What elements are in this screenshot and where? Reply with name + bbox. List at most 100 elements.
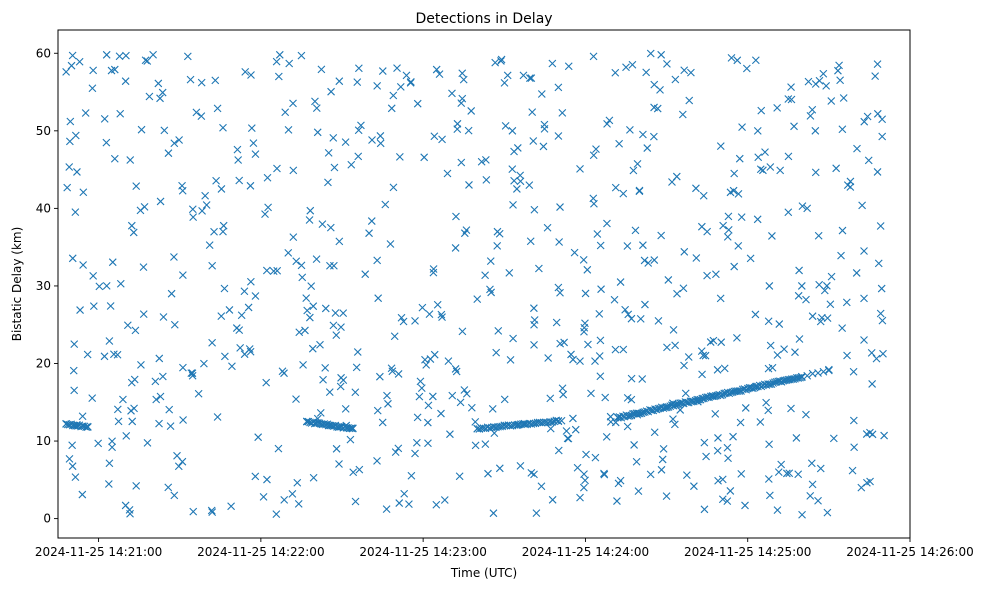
detection-point xyxy=(318,220,327,228)
detection-point xyxy=(137,361,145,369)
detection-point xyxy=(462,389,471,398)
detection-point xyxy=(402,71,411,80)
detection-point xyxy=(197,112,206,120)
detection-point xyxy=(189,507,198,516)
detection-point xyxy=(121,501,130,510)
detection-point xyxy=(139,263,148,271)
detection-point xyxy=(650,256,659,264)
detection-point xyxy=(68,254,77,263)
detection-point xyxy=(143,438,152,447)
detection-point xyxy=(212,176,220,185)
detection-point xyxy=(567,350,575,359)
detection-point xyxy=(832,164,841,173)
detection-point xyxy=(289,166,298,175)
detection-point xyxy=(878,316,887,325)
detection-point xyxy=(516,461,525,470)
detection-point xyxy=(105,337,114,345)
detection-point xyxy=(335,460,343,468)
detection-point xyxy=(714,434,722,442)
detection-point xyxy=(500,78,509,87)
detection-point xyxy=(170,320,179,329)
detection-point xyxy=(428,392,437,401)
detection-point xyxy=(802,410,810,419)
detection-point xyxy=(699,351,708,360)
detection-point xyxy=(513,144,522,152)
detection-point xyxy=(227,502,235,511)
detection-point xyxy=(768,363,777,372)
detection-point xyxy=(494,326,503,335)
detection-point xyxy=(580,470,588,479)
detection-point xyxy=(309,473,318,482)
detection-point xyxy=(301,326,309,335)
detection-point xyxy=(727,54,736,62)
detection-point xyxy=(115,52,124,61)
detection-point xyxy=(700,438,709,447)
detection-point xyxy=(68,51,77,60)
detection-point xyxy=(132,182,141,191)
y-tick-label: 40 xyxy=(36,201,51,215)
detection-point xyxy=(95,282,104,291)
detection-point xyxy=(285,59,294,68)
detection-point xyxy=(724,212,733,221)
detection-point xyxy=(595,309,604,318)
y-axis-label: Bistatic Delay (km) xyxy=(10,227,24,342)
detection-point xyxy=(784,208,793,217)
detection-point xyxy=(560,338,569,347)
detection-point xyxy=(154,79,163,88)
detection-point xyxy=(173,451,181,460)
detection-point xyxy=(405,500,413,509)
detection-point xyxy=(596,372,605,381)
detection-point xyxy=(281,108,290,117)
detection-point xyxy=(329,134,338,142)
detection-point xyxy=(327,87,335,96)
detection-point xyxy=(822,81,831,90)
detection-point xyxy=(795,266,803,275)
detection-point xyxy=(331,309,340,317)
detection-point xyxy=(702,452,710,461)
track-point xyxy=(82,423,90,431)
detection-point xyxy=(240,350,249,359)
track-point xyxy=(496,422,505,431)
detection-point xyxy=(650,103,658,112)
detection-point xyxy=(671,75,680,84)
track-point xyxy=(733,387,742,395)
detection-point xyxy=(261,210,269,219)
detection-point xyxy=(251,292,260,300)
detection-point xyxy=(776,166,785,175)
detection-point xyxy=(509,200,517,209)
detection-point xyxy=(440,496,449,504)
detection-point xyxy=(128,417,137,426)
detection-point xyxy=(680,247,689,256)
detection-point xyxy=(433,300,442,309)
detection-point xyxy=(151,377,160,386)
detection-point xyxy=(376,139,385,148)
detection-point xyxy=(678,110,687,119)
detection-point xyxy=(820,286,829,295)
detection-point xyxy=(759,166,767,175)
track-point xyxy=(320,420,329,428)
detection-point xyxy=(272,57,281,66)
detection-point xyxy=(453,119,462,128)
detection-point xyxy=(122,431,131,440)
detection-point xyxy=(367,217,376,225)
detection-point xyxy=(89,271,98,280)
detection-point xyxy=(872,354,881,363)
detection-point xyxy=(435,70,444,79)
detection-point xyxy=(109,350,118,359)
detection-point xyxy=(137,125,146,134)
detection-point xyxy=(589,52,598,61)
detection-point xyxy=(110,154,119,163)
detection-point xyxy=(412,438,421,447)
detection-point xyxy=(506,355,515,364)
detection-point xyxy=(690,482,698,491)
detection-point xyxy=(804,77,813,86)
detection-point xyxy=(208,508,217,517)
detection-point xyxy=(292,257,301,266)
detection-point xyxy=(685,96,694,105)
detection-point xyxy=(762,398,771,407)
detection-point xyxy=(158,88,167,97)
detection-point xyxy=(530,340,538,349)
detection-point xyxy=(530,320,538,329)
detection-point xyxy=(640,256,649,265)
